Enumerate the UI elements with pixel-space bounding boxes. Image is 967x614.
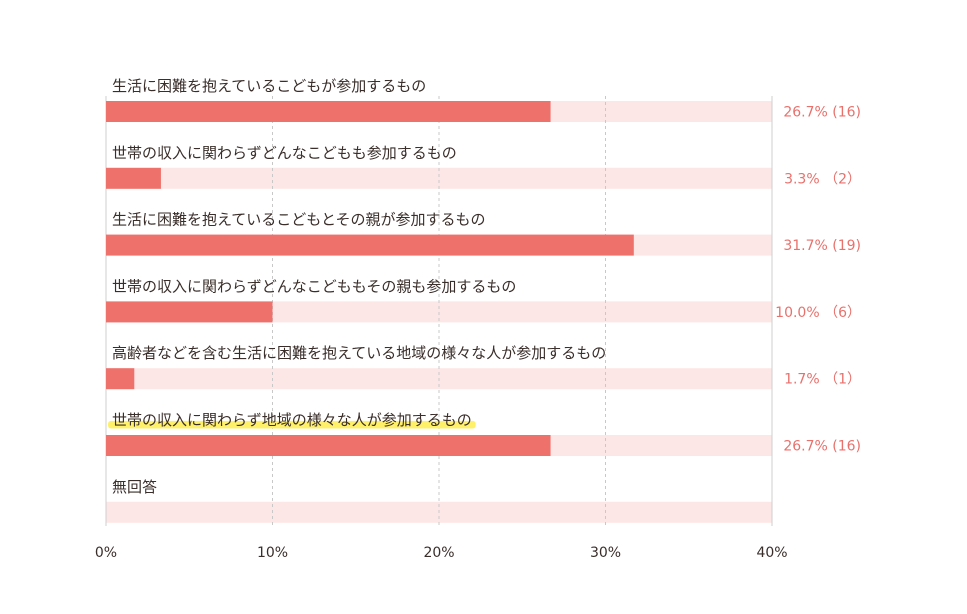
x-axis: 0% 10% 20% 30% 40% — [95, 545, 788, 561]
value-label: 26.7% (16) — [783, 439, 861, 455]
category-labels: 生活に困難を抱えているこどもが参加するもの世帯の収入に関わらずどんなこどもも参加… — [108, 77, 606, 496]
category-label: 高齢者などを含む生活に困難を抱えている地域の様々な人が参加するもの — [112, 344, 606, 362]
bars — [106, 101, 634, 456]
x-tick-label: 0% — [95, 545, 117, 561]
bar — [106, 301, 273, 323]
category-label: 世帯の収入に関わらずどんなこどもも参加するもの — [112, 144, 457, 162]
category-label: 世帯の収入に関わらず地域の様々な人が参加するもの — [112, 411, 472, 429]
value-label: 3.3% （2） — [784, 171, 861, 187]
category-label: 生活に困難を抱えているこどもとその親が参加するもの — [112, 211, 486, 229]
bar — [106, 101, 551, 122]
value-label: 10.0% （6） — [775, 305, 861, 321]
x-tick-label: 40% — [756, 545, 787, 561]
x-tick-label: 10% — [257, 545, 288, 561]
value-label: 1.7% （1） — [784, 372, 861, 388]
bar — [106, 234, 634, 256]
category-label: 無回答 — [112, 478, 157, 496]
category-label: 生活に困難を抱えているこどもが参加するもの — [112, 77, 426, 95]
x-tick-label: 20% — [423, 545, 454, 561]
label-highlight — [108, 420, 476, 429]
x-tick-label: 30% — [590, 545, 621, 561]
value-label: 26.7% (16) — [783, 105, 861, 121]
bar — [106, 368, 135, 390]
bar — [106, 435, 551, 456]
category-label: 世帯の収入に関わらずどんなこどももその親も参加するもの — [112, 277, 516, 295]
value-label: 31.7% (19) — [783, 238, 861, 254]
bar — [106, 167, 161, 189]
value-labels: 26.7% (16) 3.3% （2） 31.7% (19) 10.0% （6） 1.7… — [775, 105, 861, 455]
bar-track — [106, 167, 772, 189]
